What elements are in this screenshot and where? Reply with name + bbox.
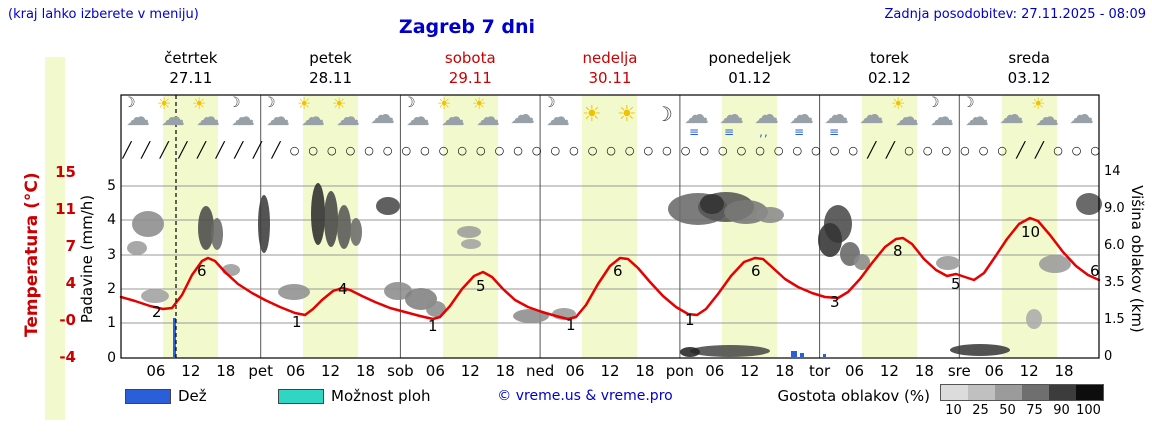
cloud-blob xyxy=(141,289,169,303)
temp-value-label: 6 xyxy=(751,262,761,280)
cloud-blob xyxy=(854,254,870,270)
cloud-blob xyxy=(311,183,325,245)
cloud-blob xyxy=(680,347,700,357)
cloud-blob xyxy=(950,344,1010,356)
rain-legend-label: Dež xyxy=(178,387,207,405)
daylight-band xyxy=(722,95,777,358)
cloud-blob xyxy=(936,256,960,270)
cloud-blob xyxy=(350,218,362,246)
temp-value-label: 6 xyxy=(613,262,623,280)
temp-value-label: 10 xyxy=(1021,223,1040,241)
density-segment xyxy=(1076,385,1103,400)
last-update-label: Zadnja posodobitev: 27.11.2025 - 08:09 xyxy=(884,7,1146,22)
density-segment xyxy=(968,385,995,400)
daylight-band xyxy=(862,95,917,358)
temp-value-label: 1 xyxy=(685,311,695,329)
temp-value-label: 4 xyxy=(338,280,348,298)
cloud-blob xyxy=(426,301,446,317)
plot-border xyxy=(120,94,1100,359)
cloud-blob xyxy=(376,197,400,215)
temp-value-label: 1 xyxy=(566,316,576,334)
cloud-blob xyxy=(127,241,147,255)
showers-legend-swatch xyxy=(278,389,324,404)
cloud-blob xyxy=(700,194,724,214)
menu-hint-note: (kraj lahko izberete v meniju) xyxy=(8,7,199,22)
temp-value-label: 6 xyxy=(197,262,207,280)
temp-value-label: 5 xyxy=(951,275,961,293)
rain-bar xyxy=(800,353,804,357)
cloud-blob xyxy=(724,200,768,224)
cloud-blob xyxy=(198,206,214,250)
density-segment xyxy=(941,385,968,400)
cloud-blob xyxy=(384,282,412,300)
cloud-blob xyxy=(1026,309,1042,329)
cloud-blob xyxy=(756,207,784,223)
rain-bar xyxy=(823,354,826,357)
density-segment xyxy=(995,385,1022,400)
rain-legend-swatch xyxy=(125,389,171,404)
cloud-blob xyxy=(690,345,770,357)
cloud-blob xyxy=(132,211,164,237)
cloud-height-axis-title: Višina oblakov (km) xyxy=(1128,185,1146,333)
cloud-blob xyxy=(324,191,338,247)
cloud-blob xyxy=(461,239,481,249)
cloud-density-colorbar xyxy=(940,384,1104,401)
cloud-blob xyxy=(1039,255,1071,273)
temp-value-label: 3 xyxy=(830,293,840,311)
temperature-line xyxy=(119,216,1101,321)
showers-legend-label: Možnost ploh xyxy=(331,387,431,405)
left-accent-strip xyxy=(45,57,65,420)
cloud-blob xyxy=(818,223,842,257)
cloud-blob xyxy=(457,226,481,238)
rain-bar xyxy=(791,351,797,357)
temp-value-label: 2 xyxy=(152,303,162,321)
cloud-density-label: Gostota oblakov (%) xyxy=(777,387,930,405)
daylight-band xyxy=(582,95,637,358)
page-title: Zagreb 7 dni xyxy=(398,16,536,38)
rain-bar xyxy=(173,318,176,357)
temp-value-label: 8 xyxy=(893,242,903,260)
density-segment xyxy=(1049,385,1076,400)
density-segment xyxy=(1022,385,1049,400)
copyright-link[interactable]: © vreme.us & vreme.pro xyxy=(497,388,673,404)
temp-value-label: 1 xyxy=(292,313,302,331)
temp-value-label: 5 xyxy=(476,277,486,295)
cloud-blob xyxy=(211,218,223,250)
cloud-blob xyxy=(1076,193,1102,215)
cloud-blob xyxy=(278,284,310,300)
cloud-blob xyxy=(337,205,351,249)
precipitation-axis-title: Padavine (mm/h) xyxy=(78,194,96,324)
cloud-blob xyxy=(513,309,549,323)
temp-value-label: 1 xyxy=(428,317,438,335)
cloud-blob xyxy=(258,195,270,253)
temp-value-label: 6 xyxy=(1090,262,1100,280)
temperature-axis-title: Temperatura (°C) xyxy=(22,172,42,337)
